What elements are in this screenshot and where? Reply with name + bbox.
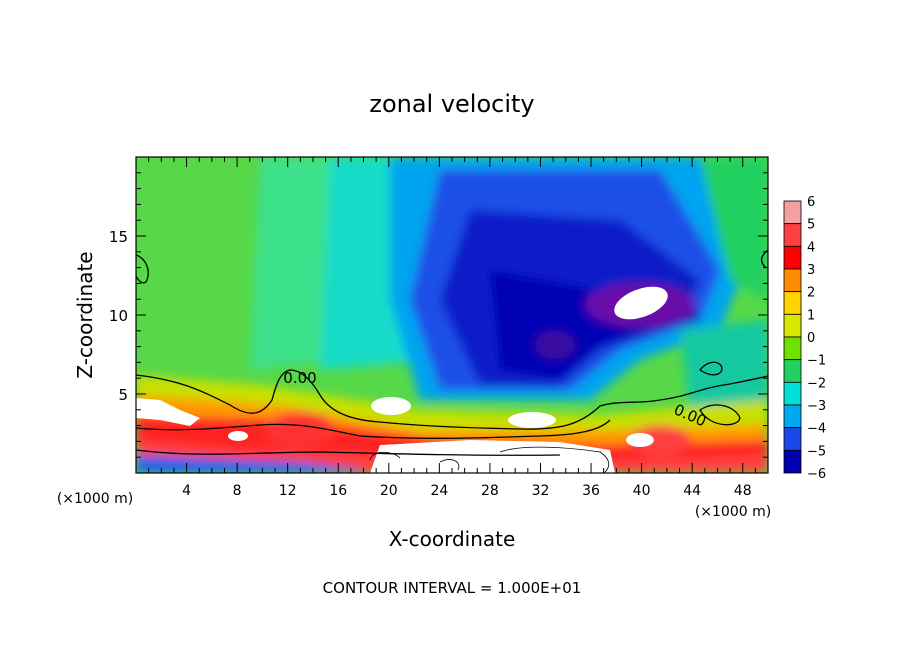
colorbar-swatch (783, 291, 802, 315)
colorbar-label: 4 (807, 240, 815, 255)
x-tick-label: 28 (481, 483, 499, 499)
positive-patch-small (228, 431, 248, 441)
colorbar: 6 5 4 3 2 1 0 −1 −2 −3 −4 −5 −6 (783, 195, 826, 482)
colorbar-label: −2 (807, 376, 826, 391)
colorbar-label: −3 (807, 399, 826, 414)
colorbar-label: 2 (807, 286, 815, 301)
x-axis-label: X-coordinate (389, 527, 516, 551)
x-unit-right: (×1000 m) (695, 504, 771, 520)
colorbar-swatch (783, 381, 802, 406)
colorbar-label: −5 (807, 444, 826, 459)
x-tick-label: 32 (532, 483, 550, 499)
colorbar-label: 5 (807, 218, 815, 233)
contour-label-1: 0.00 (283, 369, 316, 387)
y-tick-label: 15 (109, 228, 128, 246)
y-axis: 5 10 15 (109, 172, 768, 458)
colorbar-label: −4 (807, 422, 826, 437)
negative-patch-1 (371, 397, 411, 415)
colorbar-swatch (783, 200, 802, 225)
y-tick-label: 10 (109, 307, 128, 325)
x-tick-label: 12 (279, 483, 297, 499)
colorbar-label: −1 (807, 354, 826, 369)
colorbar-label: 0 (807, 331, 815, 346)
colorbar-swatch (783, 404, 802, 429)
positive-patch-bottom (370, 440, 615, 473)
x-tick-label: 8 (233, 483, 242, 499)
colorbar-swatch (783, 427, 802, 451)
x-tick-label: 24 (430, 483, 448, 499)
x-tick-label: 4 (182, 483, 191, 499)
colorbar-swatch (783, 449, 802, 474)
contour-interval-note: CONTOUR INTERVAL = 1.000E+01 (323, 579, 582, 597)
colorbar-swatch (783, 336, 802, 361)
negative-core-patch (614, 286, 668, 320)
x-tick-label: 16 (329, 483, 347, 499)
colorbar-swatch (783, 223, 802, 247)
colorbar-swatch (783, 313, 802, 338)
contour-lines (136, 249, 768, 456)
positive-patch-right (626, 433, 654, 447)
colorbar-swatch (783, 245, 802, 270)
y-axis-label: Z-coordinate (73, 251, 97, 378)
x-tick-label: 44 (683, 483, 701, 499)
chart-title: zonal velocity (369, 90, 534, 118)
x-tick-label: 36 (582, 483, 600, 499)
positive-patch-left (136, 398, 200, 426)
x-tick-label: 40 (633, 483, 651, 499)
velocity-field: 0.00 0.00 (136, 157, 768, 473)
x-tick-label: 48 (734, 483, 752, 499)
colorbar-swatch (783, 268, 802, 293)
colorbar-label: 6 (807, 195, 815, 210)
colorbar-label: 1 (807, 308, 815, 323)
x-unit-left: (×1000 m) (57, 491, 133, 507)
negative-patch-2 (508, 412, 556, 428)
x-axis: 4 8 12 16 20 24 28 32 36 40 44 48 (148, 157, 756, 499)
x-tick-label: 20 (380, 483, 398, 499)
colorbar-label: 3 (807, 263, 815, 278)
colorbar-swatch (783, 359, 802, 383)
colorbar-label: −6 (807, 467, 826, 482)
y-tick-label: 5 (118, 386, 128, 404)
thin-contours (369, 446, 610, 473)
